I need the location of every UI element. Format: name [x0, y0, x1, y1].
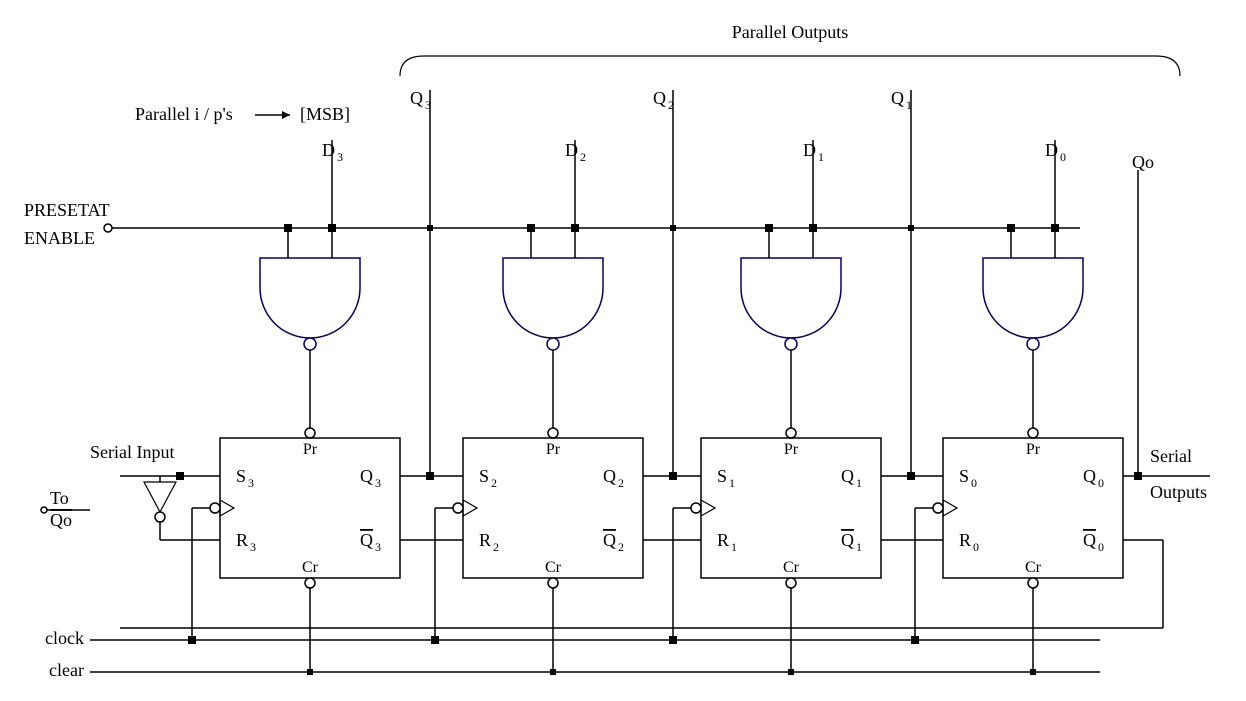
to-label: To [50, 488, 69, 508]
ff-r-3: R3 [236, 530, 256, 554]
ff-cr-3: Cr [302, 559, 319, 576]
nand-gate-0 [983, 258, 1083, 338]
ff-r-2: R2 [479, 530, 499, 554]
ff-qbar-2: Q2 [603, 530, 624, 554]
serial-input-label: Serial Input [90, 442, 174, 462]
ff-cr-2: Cr [545, 559, 562, 576]
clock-label: clock [45, 628, 84, 648]
q-out-1: Q1 [891, 88, 912, 112]
ff-qbar-0: Q0 [1083, 530, 1104, 554]
ff-qbar-1: Q1 [841, 530, 862, 554]
ff-q-1: Q1 [841, 466, 862, 490]
parallel-ips-label: Parallel i / p's [135, 104, 233, 124]
nand-gate-1 [741, 258, 841, 338]
ff-q-3: Q3 [360, 466, 381, 490]
ff-cr-1: Cr [783, 559, 800, 576]
nand-gate-2 [503, 258, 603, 338]
parallel-outputs-label: Parallel Outputs [732, 22, 848, 42]
parallel-outputs-brace [400, 56, 1180, 76]
q-out-2: Q2 [653, 88, 674, 112]
serial-out-2: Outputs [1150, 482, 1207, 502]
ff-r-0: R0 [959, 530, 979, 554]
msb-label: [MSB] [300, 104, 350, 124]
qo-bar-label: Qo [50, 510, 72, 530]
inverter-icon [144, 482, 176, 512]
ff-s-1: S1 [717, 466, 735, 490]
ff-q-2: Q2 [603, 466, 624, 490]
flipflop-2 [463, 438, 643, 578]
flipflop-3 [220, 438, 400, 578]
q-out-3: Q3 [410, 88, 431, 112]
flipflop-1 [701, 438, 881, 578]
ff-q-0: Q0 [1083, 466, 1104, 490]
ff-s-2: S2 [479, 466, 497, 490]
ff-cr-0: Cr [1025, 559, 1042, 576]
ff-pr-0: Pr [1026, 441, 1041, 458]
clock-triangle-0 [943, 500, 957, 516]
nand-gate-3 [260, 258, 360, 338]
serial-out-1: Serial [1150, 446, 1192, 466]
ff-pr-3: Pr [303, 441, 318, 458]
ff-pr-1: Pr [784, 441, 799, 458]
clock-triangle-3 [220, 500, 234, 516]
ff-s-0: S0 [959, 466, 977, 490]
ff-qbar-3: Q3 [360, 530, 381, 554]
ff-r-1: R1 [717, 530, 737, 554]
flipflop-0 [943, 438, 1123, 578]
clock-triangle-2 [463, 500, 477, 516]
ff-pr-2: Pr [546, 441, 561, 458]
clear-label: clear [49, 660, 84, 680]
preset-label-1: PRESETAT [24, 200, 110, 220]
qo-out-label: Qo [1132, 152, 1154, 172]
ff-s-3: S3 [236, 466, 254, 490]
preset-label-2: ENABLE [24, 228, 95, 248]
clock-triangle-1 [701, 500, 715, 516]
